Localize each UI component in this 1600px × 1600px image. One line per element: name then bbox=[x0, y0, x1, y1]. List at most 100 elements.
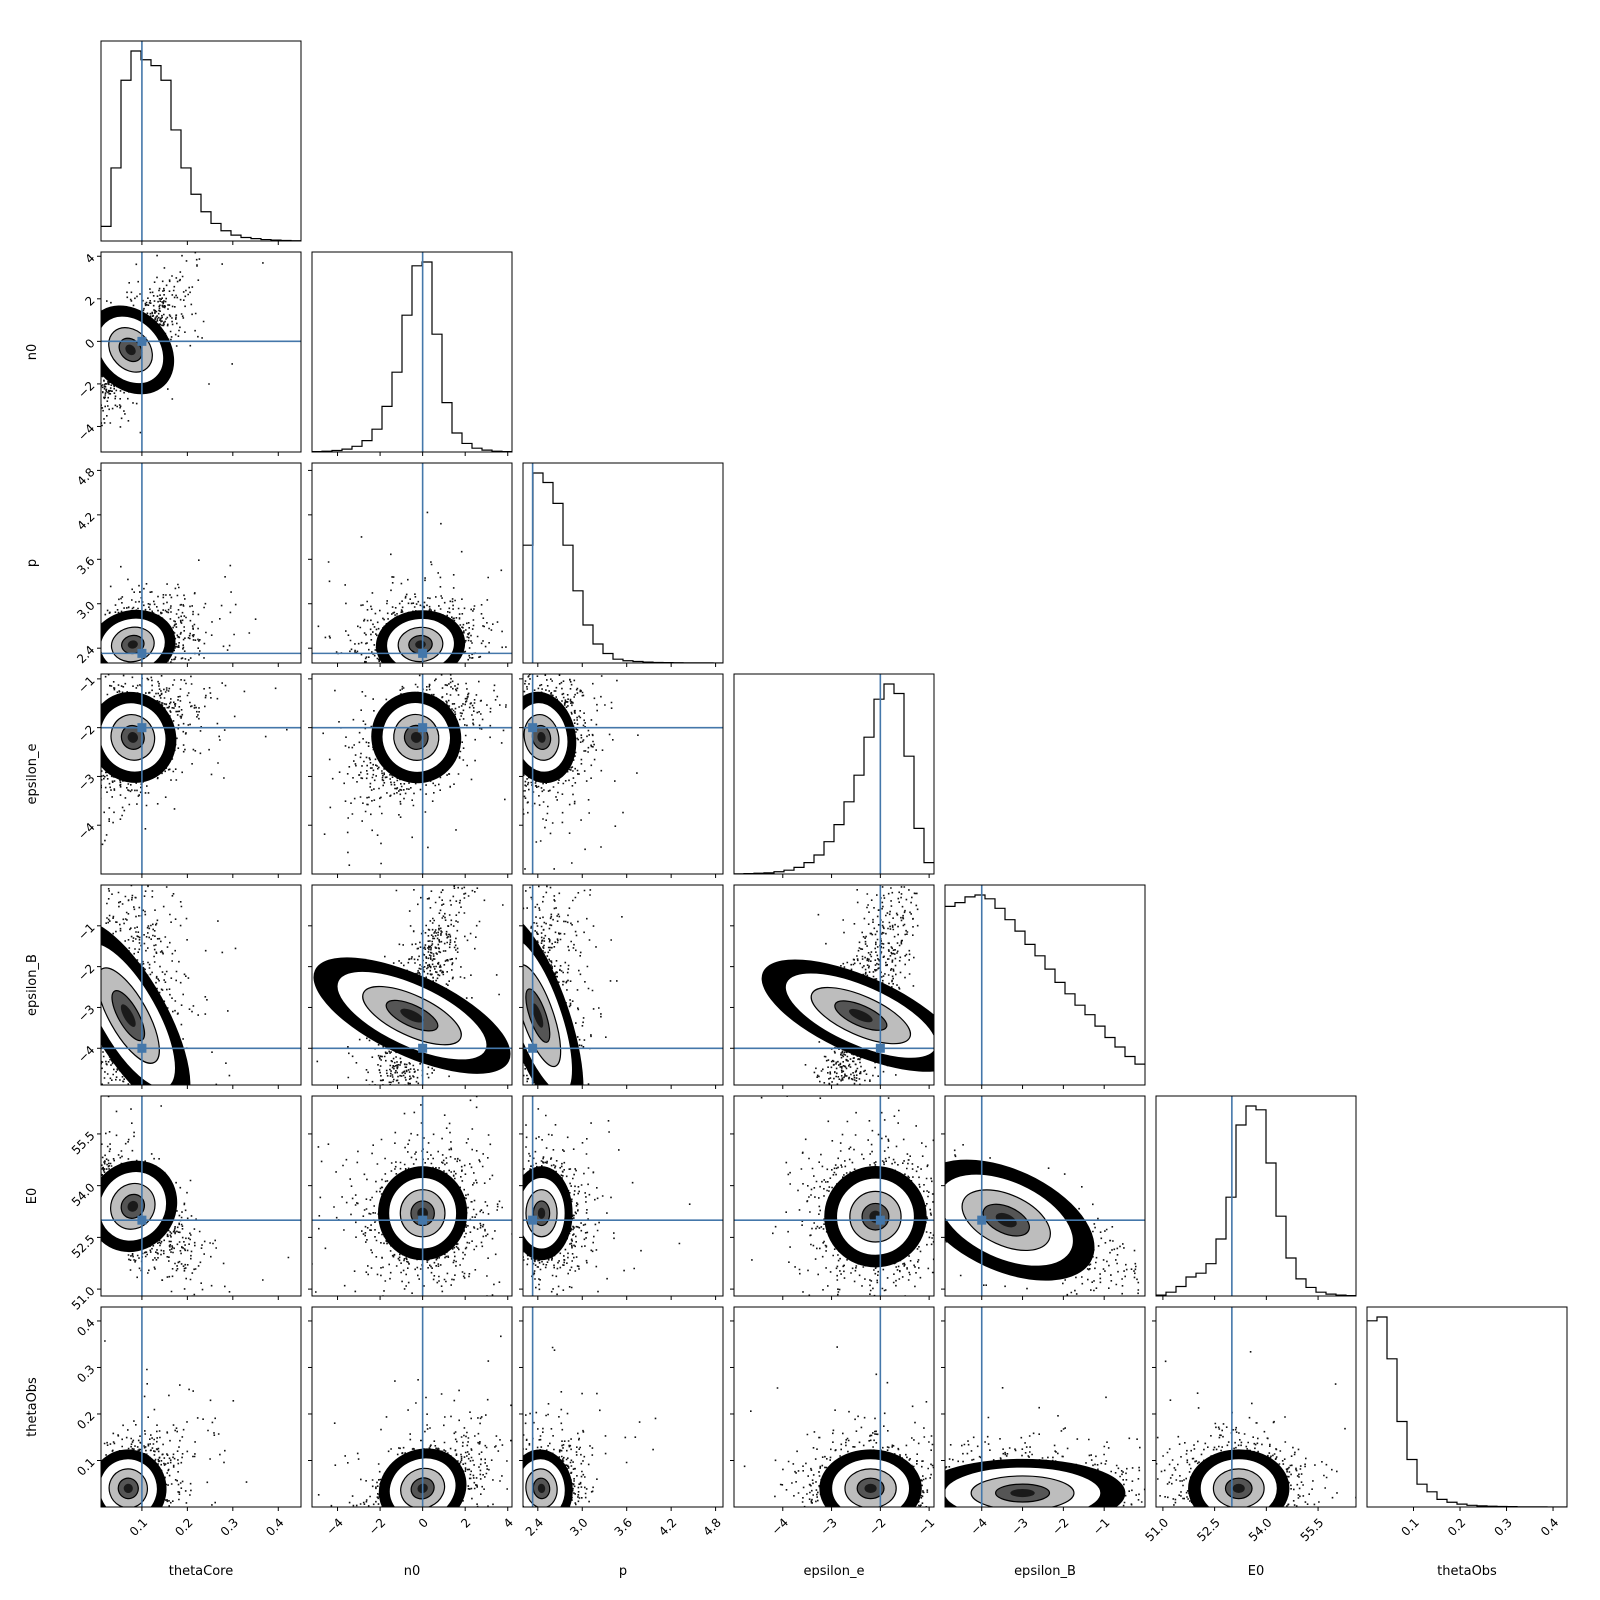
x-axis-label-thetaObs: thetaObs bbox=[1437, 1564, 1497, 1579]
truth-marker bbox=[528, 723, 538, 733]
density-peak bbox=[125, 344, 136, 356]
histogram-step-line bbox=[734, 683, 934, 875]
x-tick-label: −2 bbox=[1049, 1515, 1071, 1537]
x-axis-label-n0: n0 bbox=[404, 1564, 421, 1579]
y-tick-label: −4 bbox=[75, 1043, 97, 1065]
scatter-panel-epsilon_e-vs-p bbox=[522, 673, 724, 875]
x-tick-label: 0.3 bbox=[1491, 1515, 1514, 1538]
x-axis-label-E0: E0 bbox=[1248, 1564, 1265, 1579]
truth-marker bbox=[137, 723, 147, 733]
y-tick-label: 0.2 bbox=[74, 1409, 97, 1432]
x-tick-label: 4 bbox=[501, 1515, 516, 1530]
panel-frame bbox=[733, 1306, 935, 1508]
panel-frame bbox=[100, 673, 302, 875]
density-peak bbox=[127, 731, 139, 743]
panel-content bbox=[1156, 1307, 1356, 1507]
histogram-step-line bbox=[101, 50, 301, 242]
panel-frame bbox=[1155, 1095, 1357, 1297]
truth-marker bbox=[418, 1215, 428, 1225]
panel-frame bbox=[311, 673, 513, 875]
histogram-panel-E0 bbox=[1155, 1095, 1357, 1297]
y-tick-label: 3.6 bbox=[74, 554, 97, 577]
x-tick-label: 0.2 bbox=[1445, 1515, 1468, 1538]
panel-frame bbox=[522, 673, 724, 875]
truth-marker bbox=[418, 648, 428, 658]
panel-frame bbox=[100, 1095, 302, 1297]
x-tick-label: 3.6 bbox=[612, 1515, 635, 1538]
histogram-panel-p bbox=[522, 462, 724, 664]
density-peak bbox=[410, 731, 422, 743]
scatter-panel-thetaObs-vs-epsilon_B bbox=[944, 1306, 1146, 1508]
x-tick-label: 55.5 bbox=[1298, 1515, 1327, 1544]
y-tick-label: 2 bbox=[82, 294, 97, 309]
scatter-panel-E0-vs-epsilon_e bbox=[733, 1095, 935, 1297]
histogram-step-line bbox=[312, 261, 512, 453]
density-peak bbox=[849, 1008, 873, 1023]
x-tick-label: 51.0 bbox=[1142, 1515, 1171, 1544]
panel-content bbox=[743, 1307, 934, 1507]
y-axis-label-epsilon_e: epsilon_e bbox=[25, 744, 40, 805]
panel-content bbox=[101, 1096, 301, 1296]
y-axis-label-epsilon_B: epsilon_B bbox=[25, 954, 40, 1016]
histogram-panel-thetaObs bbox=[1366, 1306, 1568, 1508]
panel-frame bbox=[100, 1306, 302, 1508]
x-tick-label: 4.2 bbox=[656, 1515, 679, 1538]
panel-content bbox=[523, 1307, 657, 1507]
sample-points bbox=[523, 885, 623, 1085]
y-tick-label: 3.0 bbox=[74, 598, 97, 621]
density-peak bbox=[537, 1483, 546, 1494]
panel-content bbox=[734, 885, 934, 1085]
x-tick-label: 0.2 bbox=[172, 1515, 195, 1538]
histogram-step-line bbox=[523, 472, 723, 664]
density-peak bbox=[864, 1483, 877, 1494]
panel-frame bbox=[522, 884, 724, 1086]
panel-frame bbox=[100, 251, 302, 453]
x-tick-label: −3 bbox=[1008, 1515, 1030, 1537]
panel-content bbox=[945, 1307, 1145, 1507]
panel-frame bbox=[100, 462, 302, 664]
density-peak bbox=[537, 1207, 546, 1219]
sample-points bbox=[317, 1335, 512, 1507]
truth-marker bbox=[137, 648, 147, 658]
y-axis-label-n0: n0 bbox=[25, 344, 40, 361]
y-tick-label: −4 bbox=[75, 820, 97, 842]
panel-frame bbox=[733, 884, 935, 1086]
truth-marker bbox=[875, 1215, 885, 1225]
scatter-panel-E0-vs-n0 bbox=[311, 1095, 513, 1297]
truth-marker bbox=[875, 1043, 885, 1053]
x-tick-label: 2 bbox=[458, 1515, 473, 1530]
x-axis-label-thetaCore: thetaCore bbox=[169, 1564, 234, 1579]
panel-content bbox=[523, 674, 723, 874]
density-peak bbox=[120, 1004, 136, 1027]
x-tick-label: 0 bbox=[416, 1515, 431, 1530]
density-peak bbox=[127, 1200, 139, 1212]
panel-content bbox=[101, 463, 301, 663]
panel-content bbox=[312, 1096, 512, 1296]
density-peak bbox=[127, 640, 138, 649]
y-tick-label: 0.1 bbox=[74, 1455, 97, 1478]
truth-marker bbox=[528, 1043, 538, 1053]
panel-frame bbox=[1155, 1306, 1357, 1508]
y-tick-label: 0.3 bbox=[74, 1362, 97, 1385]
density-peak bbox=[537, 731, 546, 743]
x-axis-label-epsilon_e: epsilon_e bbox=[804, 1564, 865, 1579]
y-tick-label: −2 bbox=[75, 722, 97, 744]
y-tick-label: 52.5 bbox=[69, 1232, 98, 1261]
y-tick-label: −2 bbox=[75, 379, 97, 401]
truth-marker bbox=[418, 1043, 428, 1053]
scatter-panel-E0-vs-epsilon_B bbox=[944, 1095, 1146, 1297]
density-peak bbox=[400, 1008, 424, 1023]
panel-frame bbox=[311, 1095, 513, 1297]
y-tick-label: −3 bbox=[75, 1002, 97, 1024]
y-tick-label: 4.2 bbox=[74, 510, 97, 533]
x-axis-label-p: p bbox=[619, 1564, 627, 1579]
scatter-panel-thetaObs-vs-thetaCore bbox=[100, 1306, 302, 1508]
scatter-panel-epsilon_B-vs-epsilon_e bbox=[733, 884, 935, 1086]
x-tick-label: −2 bbox=[366, 1515, 388, 1537]
x-tick-label: 54.0 bbox=[1246, 1515, 1275, 1544]
panel-frame bbox=[733, 673, 935, 875]
panel-content bbox=[312, 463, 512, 663]
x-tick-label: 0.4 bbox=[263, 1515, 286, 1538]
panel-content bbox=[945, 1096, 1145, 1296]
